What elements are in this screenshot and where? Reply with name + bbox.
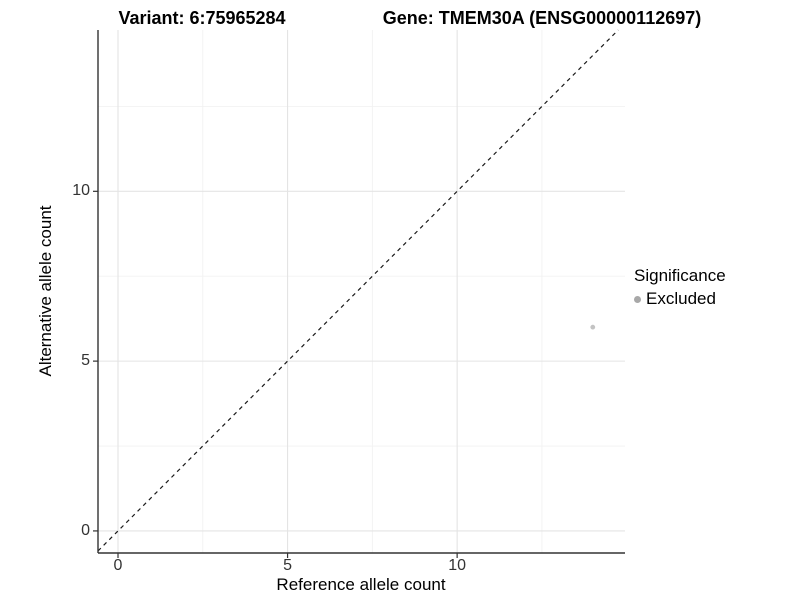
plot-title-variant: Variant: 6:75965284: [118, 8, 286, 28]
excluded-point-icon: [634, 295, 641, 303]
data-point: [590, 324, 596, 330]
plot-title-gene: Gene: TMEM30A (ENSG00000112697): [382, 8, 702, 28]
y-tick-label: 5: [81, 352, 90, 370]
y-tick-label: 0: [81, 521, 90, 539]
legend-item: Excluded: [634, 289, 726, 309]
x-tick-label: 0: [113, 557, 123, 574]
legend: Significance Excluded: [634, 266, 726, 309]
y-tick-label: 10: [72, 182, 90, 200]
x-axis-label: Reference allele count: [276, 575, 446, 594]
x-tick-label: 5: [283, 557, 293, 574]
legend-title: Significance: [634, 266, 726, 285]
y-axis-label: Alternative allele count: [36, 205, 55, 377]
identity-line: [97, 29, 619, 552]
legend-item-label: Excluded: [646, 289, 716, 308]
x-tick-label: 10: [448, 557, 467, 574]
